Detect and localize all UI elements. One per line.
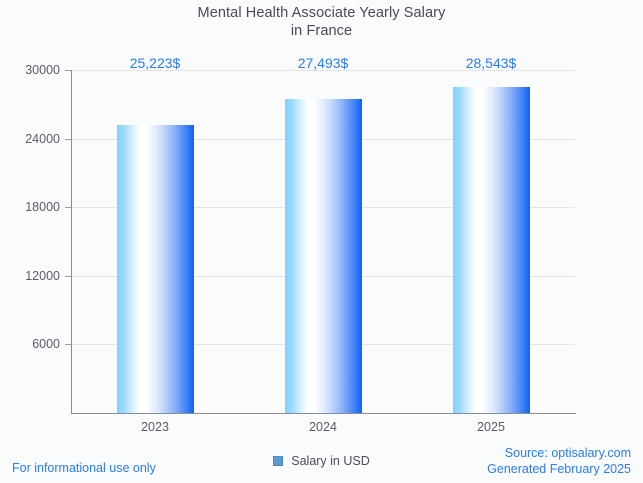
bar[interactable] xyxy=(452,86,530,413)
bar-value-label: 25,223$ xyxy=(129,55,181,71)
y-tick-mark xyxy=(65,344,71,346)
chart-title-line2: in France xyxy=(290,23,353,39)
y-tick-label: 30000 xyxy=(25,63,60,77)
y-tick-mark xyxy=(65,275,71,277)
y-tick-mark xyxy=(65,70,71,71)
bar[interactable] xyxy=(116,124,194,413)
source-block: Source: optisalary.com Generated Februar… xyxy=(487,445,631,477)
legend-item-label: Salary in USD xyxy=(291,454,370,468)
y-axis-line xyxy=(71,70,72,414)
y-tick-label: 18000 xyxy=(25,200,60,215)
legend-swatch-icon xyxy=(273,456,284,466)
source-text: Source: optisalary.com xyxy=(504,446,631,460)
y-tick-label: 24000 xyxy=(25,131,60,146)
chart-title: Mental Health Associate Yearly Salary in… xyxy=(0,4,643,40)
bar-value-label: 28,543$ xyxy=(465,55,517,71)
x-tick-label: 2025 xyxy=(477,420,505,434)
gridline xyxy=(71,70,575,71)
disclaimer-text: For informational use only xyxy=(12,461,156,475)
bar-value-label: 27,493$ xyxy=(297,55,349,71)
chart-legend[interactable]: Salary in USD xyxy=(0,454,643,468)
x-tick-label: 2023 xyxy=(141,420,169,434)
y-tick-label: 12000 xyxy=(25,268,60,283)
plot-area xyxy=(65,70,575,413)
bar[interactable] xyxy=(284,98,362,413)
chart-title-line1: Mental Health Associate Yearly Salary xyxy=(197,5,446,21)
y-tick-mark xyxy=(65,207,71,209)
y-tick-mark xyxy=(65,138,71,140)
generated-text: Generated February 2025 xyxy=(487,462,631,476)
y-tick-label: 6000 xyxy=(32,337,60,352)
x-axis-line xyxy=(71,413,576,414)
x-tick-label: 2024 xyxy=(309,420,337,434)
